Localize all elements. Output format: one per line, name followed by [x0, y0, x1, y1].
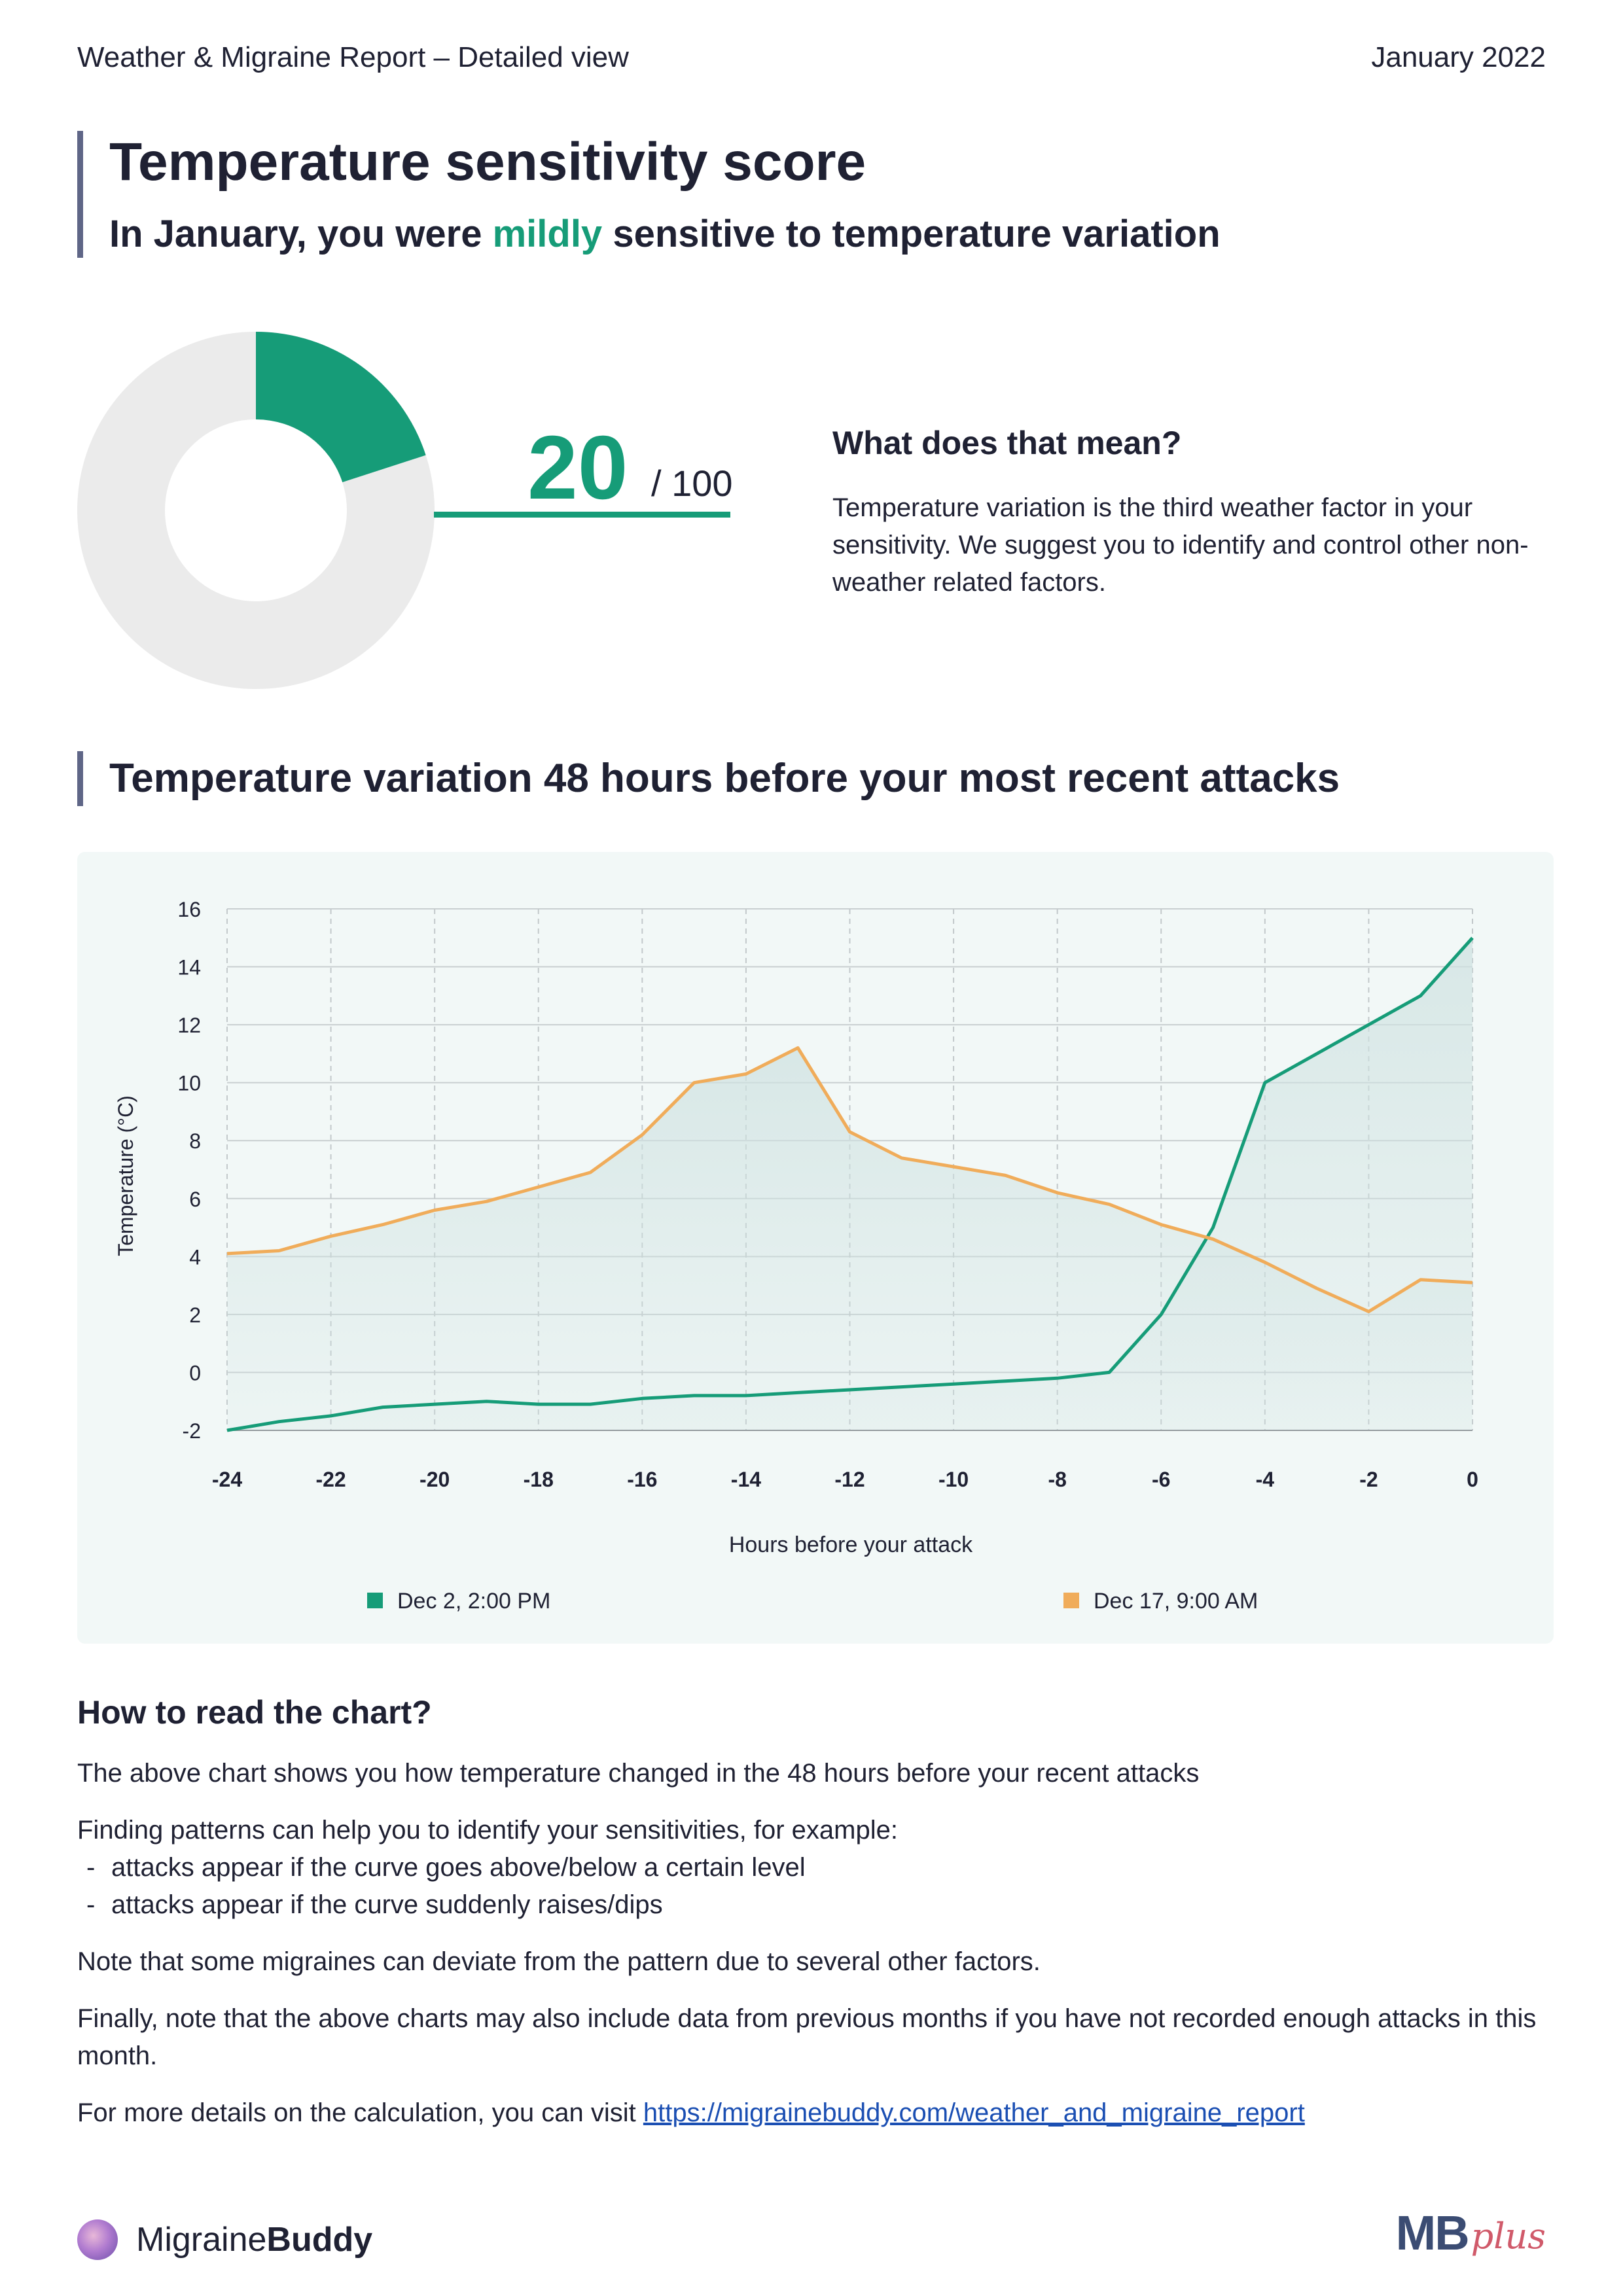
brand-name-bold: Buddy — [266, 2221, 373, 2259]
brand-name-light: Migraine — [136, 2221, 267, 2259]
read-paragraph-4: Finally, note that the above charts may … — [77, 2004, 1537, 2070]
mb-plus-logo: MB plus — [1396, 2205, 1546, 2261]
how-to-read-section: How to read the chart? The above chart s… — [77, 1689, 1550, 2151]
subtitle-after: sensitive to temperature variation — [602, 213, 1221, 255]
x-tick-label: -24 — [212, 1468, 242, 1491]
x-tick-label: -2 — [1359, 1468, 1378, 1491]
score-value: 20 — [527, 417, 628, 518]
y-tick-label: 12 — [177, 1014, 201, 1037]
x-tick-label: -6 — [1152, 1468, 1170, 1491]
subtitle-before: In January, you were — [109, 213, 493, 255]
y-tick-label: 0 — [189, 1361, 201, 1385]
list-item: attacks appear if the curve suddenly rai… — [77, 1886, 1550, 1924]
y-tick-label: 6 — [189, 1188, 201, 1211]
meaning-title: What does that mean? — [832, 425, 1182, 461]
x-tick-label: 0 — [1467, 1468, 1478, 1491]
read-paragraph-1: The above chart shows you how temperatur… — [77, 1759, 1200, 1788]
meaning-text: Temperature variation is the third weath… — [832, 493, 1529, 597]
brand-icon — [77, 2219, 118, 2260]
section-title: Temperature sensitivity score — [109, 132, 866, 192]
how-to-read-title: How to read the chart? — [77, 1694, 432, 1731]
legend-label: Dec 17, 9:00 AM — [1094, 1589, 1258, 1614]
donut-score-arc — [256, 332, 426, 483]
y-tick-label: 14 — [177, 956, 201, 980]
section-subtitle: In January, you were mildly sensitive to… — [109, 211, 1221, 258]
x-tick-label: -12 — [834, 1468, 865, 1491]
series-line-2 — [226, 1046, 1473, 1313]
report-month: January 2022 — [1371, 41, 1546, 73]
x-axis-label: Hours before your attack — [729, 1532, 973, 1557]
x-tick-label: -22 — [315, 1468, 346, 1491]
chart-section-title: Temperature variation 48 hours before yo… — [77, 751, 1340, 806]
plus-logo-text: plus — [1471, 2216, 1546, 2257]
score-section-heading: Temperature sensitivity score In January… — [77, 131, 1221, 258]
y-axis-label: Temperature (°C) — [114, 1095, 137, 1256]
x-tick-label: -10 — [938, 1468, 969, 1491]
series-area-2 — [227, 1048, 1472, 1430]
legend-swatch — [1063, 1593, 1079, 1608]
y-tick-label: 4 — [189, 1245, 201, 1269]
list-item: attacks appear if the curve goes above/b… — [77, 1849, 1550, 1886]
read-paragraph-5-text: For more details on the calculation, you… — [77, 2098, 643, 2127]
y-tick-label: -2 — [183, 1419, 201, 1443]
pattern-list: attacks appear if the curve goes above/b… — [77, 1849, 1550, 1924]
y-tick-label: 8 — [189, 1129, 201, 1153]
page-header: Weather & Migraine Report – Detailed vie… — [77, 38, 1546, 77]
read-paragraph-2: Finding patterns can help you to identif… — [77, 1816, 898, 1845]
x-tick-label: -20 — [419, 1468, 450, 1491]
chart-container: -2 0 2 4 6 8 10 12 14 16 -24 -22 -20 -18 -16 -14 -12 -10-… — [77, 852, 1554, 1644]
chart-legend: Dec 2, 2:00 PM Dec 17, 9:00 AM — [367, 1589, 1258, 1614]
report-title: Weather & Migraine Report – Detailed vie… — [77, 41, 629, 73]
x-tick-label: -18 — [524, 1468, 554, 1491]
x-tick-label: -4 — [1256, 1468, 1275, 1491]
y-tick-label: 16 — [177, 898, 201, 921]
score-underline — [434, 512, 730, 518]
score-max: / 100 — [651, 463, 733, 504]
series-line-1 — [226, 936, 1474, 1432]
report-link[interactable]: https://migrainebuddy.com/weather_and_mi… — [643, 2098, 1305, 2127]
x-tick-label: -8 — [1048, 1468, 1066, 1491]
read-paragraph-5: For more details on the calculation, you… — [77, 2094, 1550, 2132]
subtitle-highlight: mildly — [492, 213, 603, 255]
y-tick-label: 10 — [177, 1072, 201, 1095]
x-tick-label: -16 — [627, 1468, 657, 1491]
legend-swatch — [367, 1593, 383, 1608]
mb-logo-text: MB — [1395, 2206, 1470, 2260]
legend-label: Dec 2, 2:00 PM — [397, 1589, 550, 1614]
x-tick-label: -14 — [731, 1468, 761, 1491]
score-donut — [77, 332, 435, 689]
migrainebuddy-logo: Migraine Buddy — [77, 2219, 372, 2260]
read-paragraph-3: Note that some migraines can deviate fro… — [77, 1947, 1041, 1976]
y-tick-label: 2 — [189, 1303, 201, 1327]
